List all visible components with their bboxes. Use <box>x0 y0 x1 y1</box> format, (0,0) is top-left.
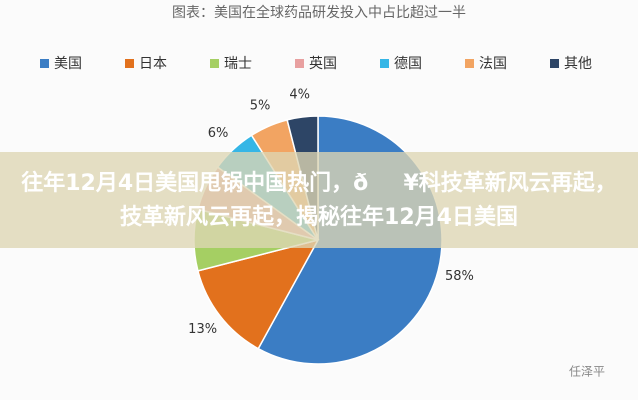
value-label: 13% <box>188 322 217 337</box>
headline-line: 技革新风云再起，揭秘往年12月4日美国 <box>120 204 518 230</box>
legend-swatch <box>40 59 49 68</box>
value-label: 4% <box>289 88 310 103</box>
legend-swatch <box>465 59 474 68</box>
chart-title: 图表：美国在全球药品研发投入中占比超过一半 <box>172 4 466 21</box>
value-label: 58% <box>445 269 474 284</box>
watermark: 任泽平 <box>569 365 605 379</box>
legend: 美国 日本 瑞士 英国 德国 法国 其他 <box>40 55 592 72</box>
legend-swatch <box>550 59 559 68</box>
legend-label: 瑞士 <box>224 56 252 72</box>
pie-slice <box>196 238 320 350</box>
legend-label: 法国 <box>479 56 507 72</box>
legend-swatch <box>295 59 304 68</box>
value-label: 6% <box>208 126 229 141</box>
value-label: 5% <box>250 99 271 114</box>
legend-label: 德国 <box>394 56 422 72</box>
legend-label: 美国 <box>54 56 82 72</box>
legend-label: 其他 <box>564 56 592 72</box>
legend-swatch <box>380 59 389 68</box>
legend-swatch <box>210 59 219 68</box>
legend-label: 英国 <box>309 55 337 72</box>
legend-label: 日本 <box>139 56 167 72</box>
legend-swatch <box>125 59 134 68</box>
headline-line: 往年12月4日美国甩锅中国热门，ð¥科技革新风云再起， <box>21 170 617 196</box>
overlay-band <box>0 152 638 248</box>
